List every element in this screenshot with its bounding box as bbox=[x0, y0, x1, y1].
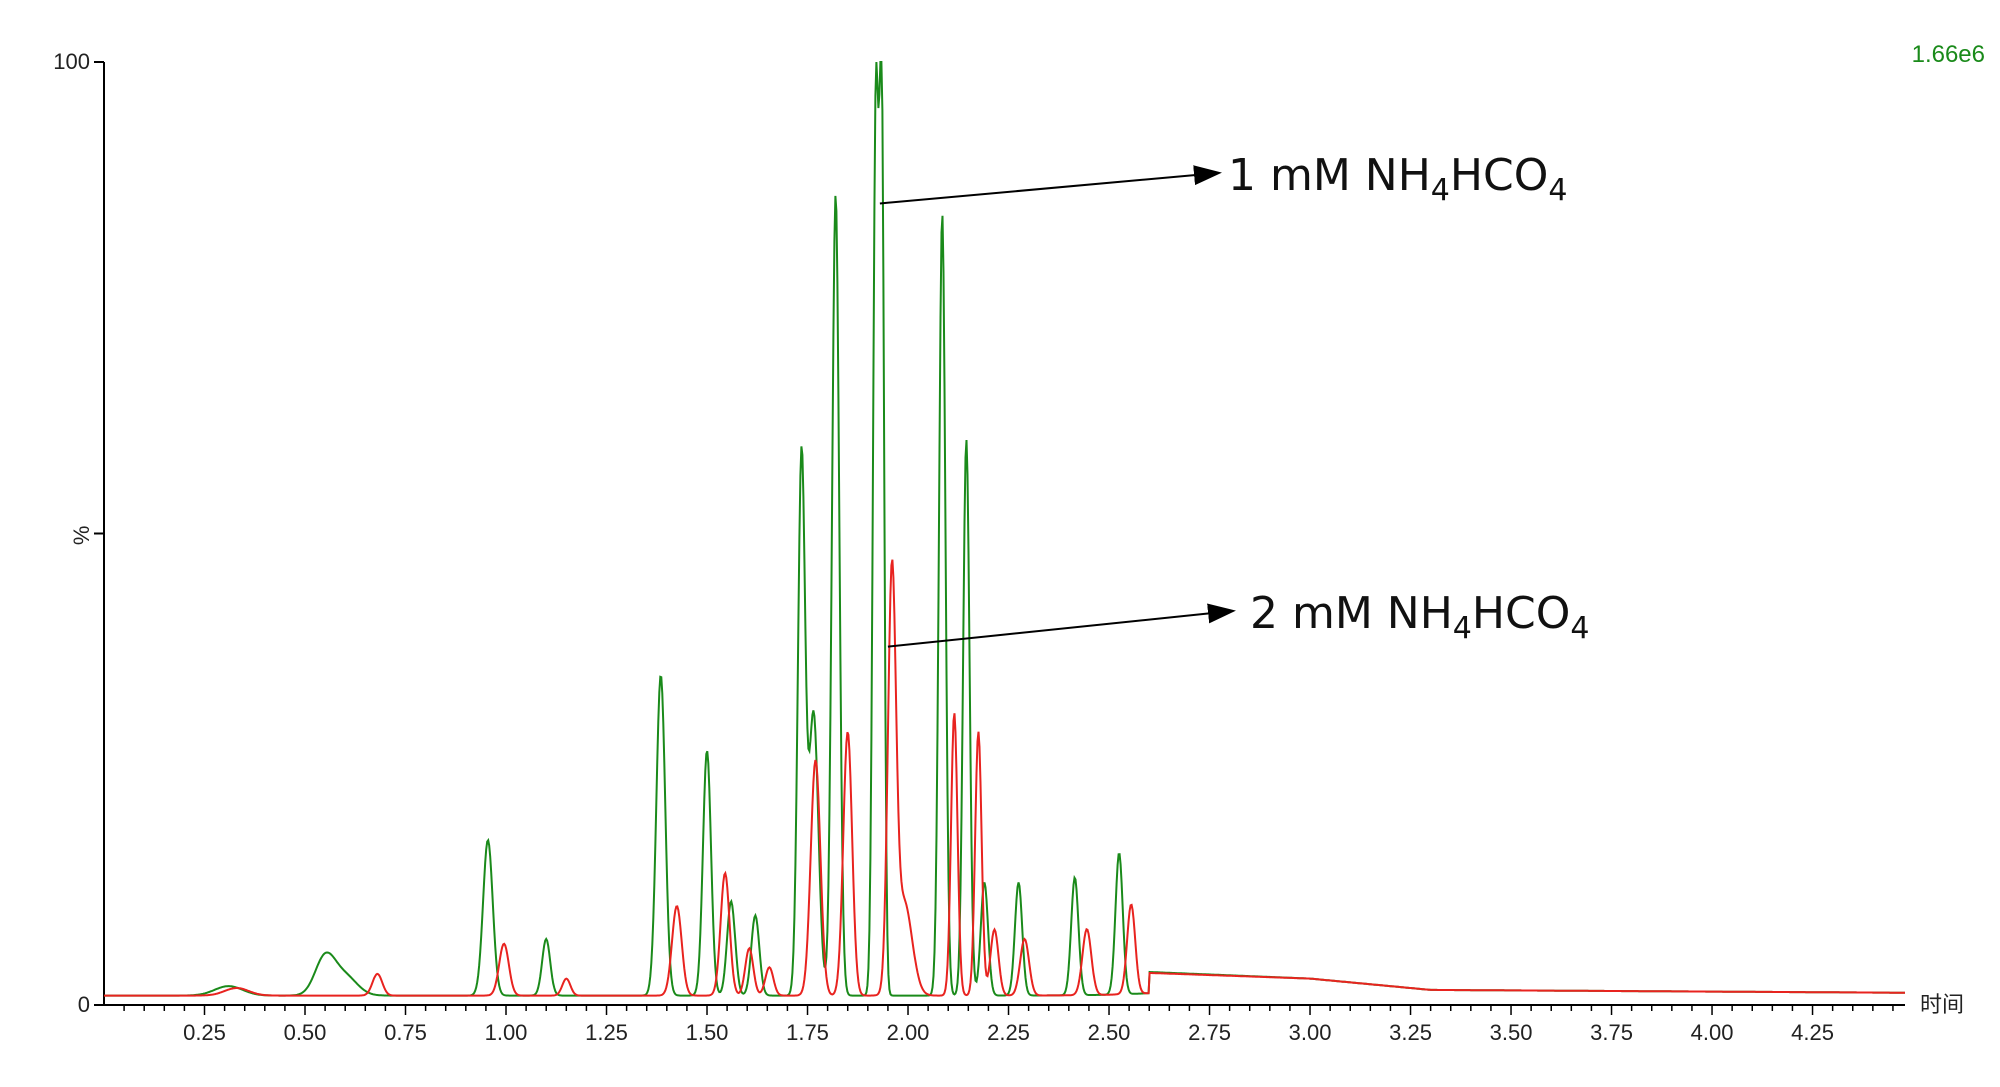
x-tick-label: 3.25 bbox=[1389, 1020, 1432, 1045]
x-axis-label: 时间 bbox=[1920, 992, 1964, 1017]
x-tick-label: 3.00 bbox=[1289, 1020, 1332, 1045]
anno-1mM-arrow bbox=[879, 165, 1222, 205]
x-tick-label: 3.75 bbox=[1590, 1020, 1633, 1045]
anno-1mM-label: 1 mM NH4HCO4 bbox=[1228, 150, 1567, 208]
x-tick-label: 2.50 bbox=[1088, 1020, 1131, 1045]
x-tick-label: 4.25 bbox=[1791, 1020, 1834, 1045]
series-layer bbox=[104, 61, 1905, 997]
x-tick-label: 1.00 bbox=[485, 1020, 528, 1045]
anno-2mM-arrow bbox=[887, 603, 1236, 648]
x-tick-label: 2.00 bbox=[887, 1020, 930, 1045]
x-tick-label: 1.25 bbox=[585, 1020, 628, 1045]
x-tick-label: 4.00 bbox=[1691, 1020, 1734, 1045]
y-tick-label: 0 bbox=[78, 992, 90, 1017]
x-tick-label: 1.75 bbox=[786, 1020, 829, 1045]
axes: 0% 100 0.25 0.50 0.75 1.00 1.25 1.50 1.75 2.00 2.2… bbox=[53, 49, 1905, 1045]
scale-label: 1.66e6 bbox=[1912, 41, 1985, 68]
x-tick-label: 3.50 bbox=[1490, 1020, 1533, 1045]
anno-2mM-label: 2 mM NH4HCO4 bbox=[1250, 588, 1589, 646]
x-tick-label: 0.75 bbox=[384, 1020, 427, 1045]
x-tick-label: 2.75 bbox=[1188, 1020, 1231, 1045]
series-1mM-line bbox=[104, 61, 1905, 997]
y-tick-label: % bbox=[69, 526, 94, 546]
series-2mM-line bbox=[104, 559, 1905, 997]
y-tick-label: 100 bbox=[53, 49, 90, 74]
x-tick-label: 1.50 bbox=[686, 1020, 729, 1045]
x-tick-label: 0.25 bbox=[183, 1020, 226, 1045]
x-tick-label: 0.50 bbox=[284, 1020, 327, 1045]
x-tick-label: 2.25 bbox=[987, 1020, 1030, 1045]
annotation-layer: 1 mM NH4HCO4 2 mM NH4HCO4 bbox=[879, 150, 1589, 648]
